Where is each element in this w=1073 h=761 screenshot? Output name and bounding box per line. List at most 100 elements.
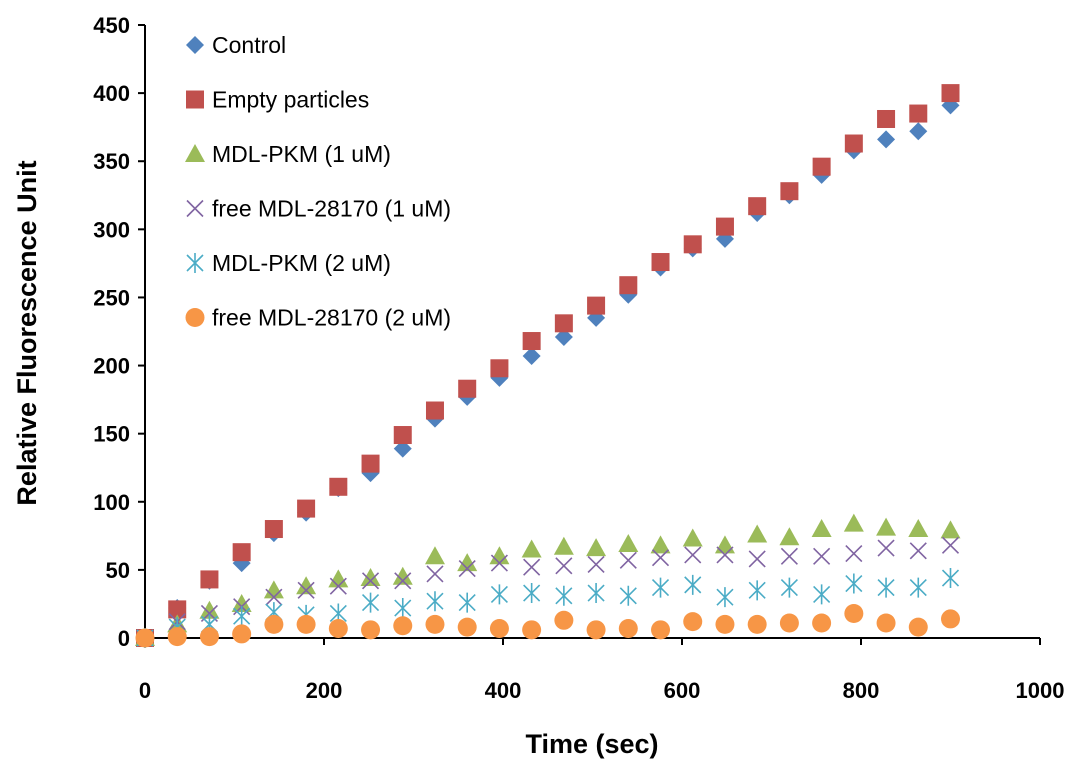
- data-point: [489, 546, 510, 565]
- data-point: [426, 565, 444, 583]
- data-point: [361, 592, 380, 613]
- data-point: [779, 527, 800, 546]
- series-3: [136, 536, 960, 647]
- data-point: [779, 613, 799, 633]
- legend-item: MDL-PKM (1 uM): [185, 141, 391, 167]
- data-point: [232, 624, 252, 644]
- data-point: [651, 577, 670, 598]
- data-point: [651, 549, 670, 567]
- data-point: [876, 517, 897, 536]
- data-point: [909, 122, 928, 141]
- y-tick-label: 0: [118, 626, 130, 651]
- y-axis-ticks: 0 50 100 150 200 250 300 350 400 450: [93, 13, 145, 651]
- data-point: [586, 620, 606, 640]
- data-point: [586, 538, 607, 557]
- x-tick-label: 600: [664, 678, 701, 703]
- data-point: [458, 379, 477, 398]
- series-2: [135, 513, 961, 646]
- data-point: [360, 568, 381, 587]
- data-point: [683, 235, 702, 254]
- x-tick-label: 1000: [1016, 678, 1065, 703]
- y-tick-label: 250: [93, 285, 130, 310]
- data-point: [619, 585, 637, 606]
- series-1: [136, 84, 960, 647]
- data-point: [425, 401, 444, 420]
- x-tick-label: 400: [485, 678, 522, 703]
- data-point: [296, 576, 317, 595]
- data-point: [490, 554, 508, 572]
- data-point: [168, 600, 187, 619]
- data-point: [555, 585, 573, 606]
- data-point: [328, 618, 348, 638]
- data-point: [523, 583, 541, 604]
- series-4: [136, 568, 960, 648]
- data-point: [490, 359, 509, 378]
- data-point: [361, 572, 380, 590]
- data-point: [554, 327, 573, 346]
- legend-label: Control: [212, 32, 286, 58]
- legend-item: free MDL-28170 (2 uM): [185, 305, 451, 331]
- legend-item: MDL-PKM (2 uM): [186, 250, 391, 276]
- data-point: [844, 603, 864, 623]
- data-point: [877, 130, 896, 149]
- data-point: [554, 610, 574, 630]
- data-point: [263, 580, 284, 599]
- data-point: [522, 347, 541, 366]
- data-point: [877, 109, 896, 128]
- data-point: [297, 581, 315, 599]
- data-point: [361, 454, 380, 473]
- legend-marker: [186, 199, 204, 218]
- legend-item: Empty particles: [186, 87, 369, 113]
- data-point: [716, 546, 734, 564]
- data-point: [199, 627, 219, 647]
- data-point: [135, 628, 155, 648]
- legend: Control Empty particles MDL-PKM (1 uM) free…: [185, 32, 451, 331]
- legend-label: MDL-PKM (1 uM): [212, 141, 391, 167]
- data-point: [940, 520, 961, 539]
- data-point: [426, 591, 444, 612]
- data-point: [329, 577, 347, 595]
- data-point: [618, 618, 638, 638]
- data-point: [587, 583, 605, 604]
- data-point: [845, 544, 863, 563]
- data-point: [908, 617, 928, 637]
- data-point: [684, 574, 702, 595]
- data-point: [522, 332, 541, 351]
- data-point: [650, 535, 671, 554]
- data-point: [682, 528, 703, 547]
- data-point: [393, 426, 412, 445]
- data-point: [747, 614, 767, 634]
- data-point: [458, 592, 476, 613]
- y-axis-title: Relative Fluorescence Unit: [12, 160, 42, 505]
- data-point: [328, 569, 349, 588]
- data-point: [812, 613, 832, 633]
- data-point: [458, 559, 476, 578]
- data-point: [941, 609, 960, 629]
- legend-marker: [185, 308, 205, 327]
- data-point: [489, 618, 509, 638]
- series-0: [136, 96, 960, 647]
- x-tick-label: 800: [843, 678, 880, 703]
- data-point: [651, 620, 671, 640]
- data-point: [941, 536, 960, 554]
- y-tick-label: 400: [93, 81, 130, 106]
- data-point: [619, 276, 638, 295]
- data-point: [393, 439, 412, 458]
- data-point: [813, 547, 831, 565]
- x-axis-ticks: 0 200 400 600 800 1000: [139, 638, 1065, 703]
- data-point: [490, 584, 508, 605]
- data-point: [297, 499, 316, 518]
- data-point: [522, 620, 542, 640]
- data-point: [394, 572, 412, 590]
- data-point: [747, 524, 768, 543]
- data-point: [587, 296, 606, 315]
- data-point: [877, 577, 895, 598]
- data-point: [748, 550, 766, 568]
- data-point: [811, 519, 832, 538]
- x-tick-label: 200: [306, 678, 343, 703]
- data-point: [199, 600, 220, 619]
- data-point: [264, 520, 283, 539]
- x-axis-title: Time (sec): [525, 729, 658, 759]
- data-point: [424, 546, 445, 565]
